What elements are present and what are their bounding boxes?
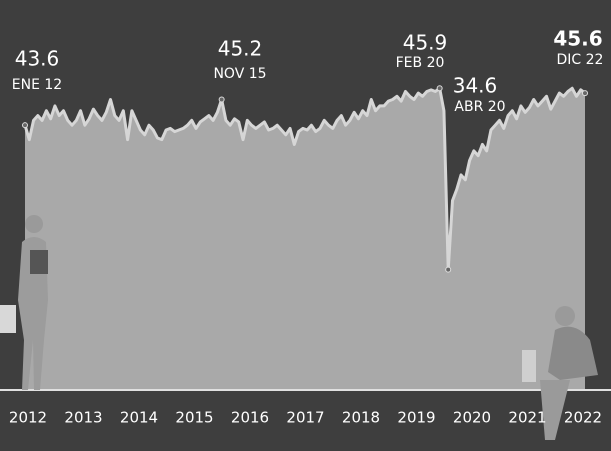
annotation-date: DIC 22 <box>557 52 604 68</box>
x-tick-label: 2015 <box>175 409 213 427</box>
annotation-value: 45.6 <box>553 27 602 51</box>
x-tick-label: 2021 <box>508 409 546 427</box>
x-tick-label: 2012 <box>9 409 47 427</box>
plot <box>23 86 586 391</box>
annotation-date: ENE 12 <box>12 77 62 93</box>
line <box>23 86 586 272</box>
x-tick-label: 2019 <box>397 409 435 427</box>
x-tick-label: 2014 <box>120 409 158 427</box>
annotation-value: 34.6 <box>453 74 498 98</box>
x-tick-label: 2020 <box>453 409 491 427</box>
x-tick-label: 2018 <box>342 409 380 427</box>
x-tick-label: 2016 <box>231 409 269 427</box>
annotation-point <box>582 90 588 97</box>
x-tick-label: 2017 <box>286 409 324 427</box>
annotation-point <box>436 85 443 92</box>
x-tick-label: 2022 <box>564 409 602 427</box>
x-tick-label: 2013 <box>64 409 102 427</box>
annotation-date: ABR 20 <box>454 99 505 115</box>
standing-woman <box>0 215 48 390</box>
annotation-value: 45.9 <box>403 31 448 55</box>
annotation-date: NOV 15 <box>213 66 266 82</box>
area <box>25 88 585 391</box>
annotation-value: 43.6 <box>15 47 60 71</box>
annotation-point <box>218 96 225 103</box>
annotation-point <box>22 122 28 129</box>
sitting-woman <box>522 306 598 440</box>
annotation-point <box>445 266 452 273</box>
annotation-value: 45.2 <box>218 37 263 61</box>
annotation-date: FEB 20 <box>396 55 445 71</box>
